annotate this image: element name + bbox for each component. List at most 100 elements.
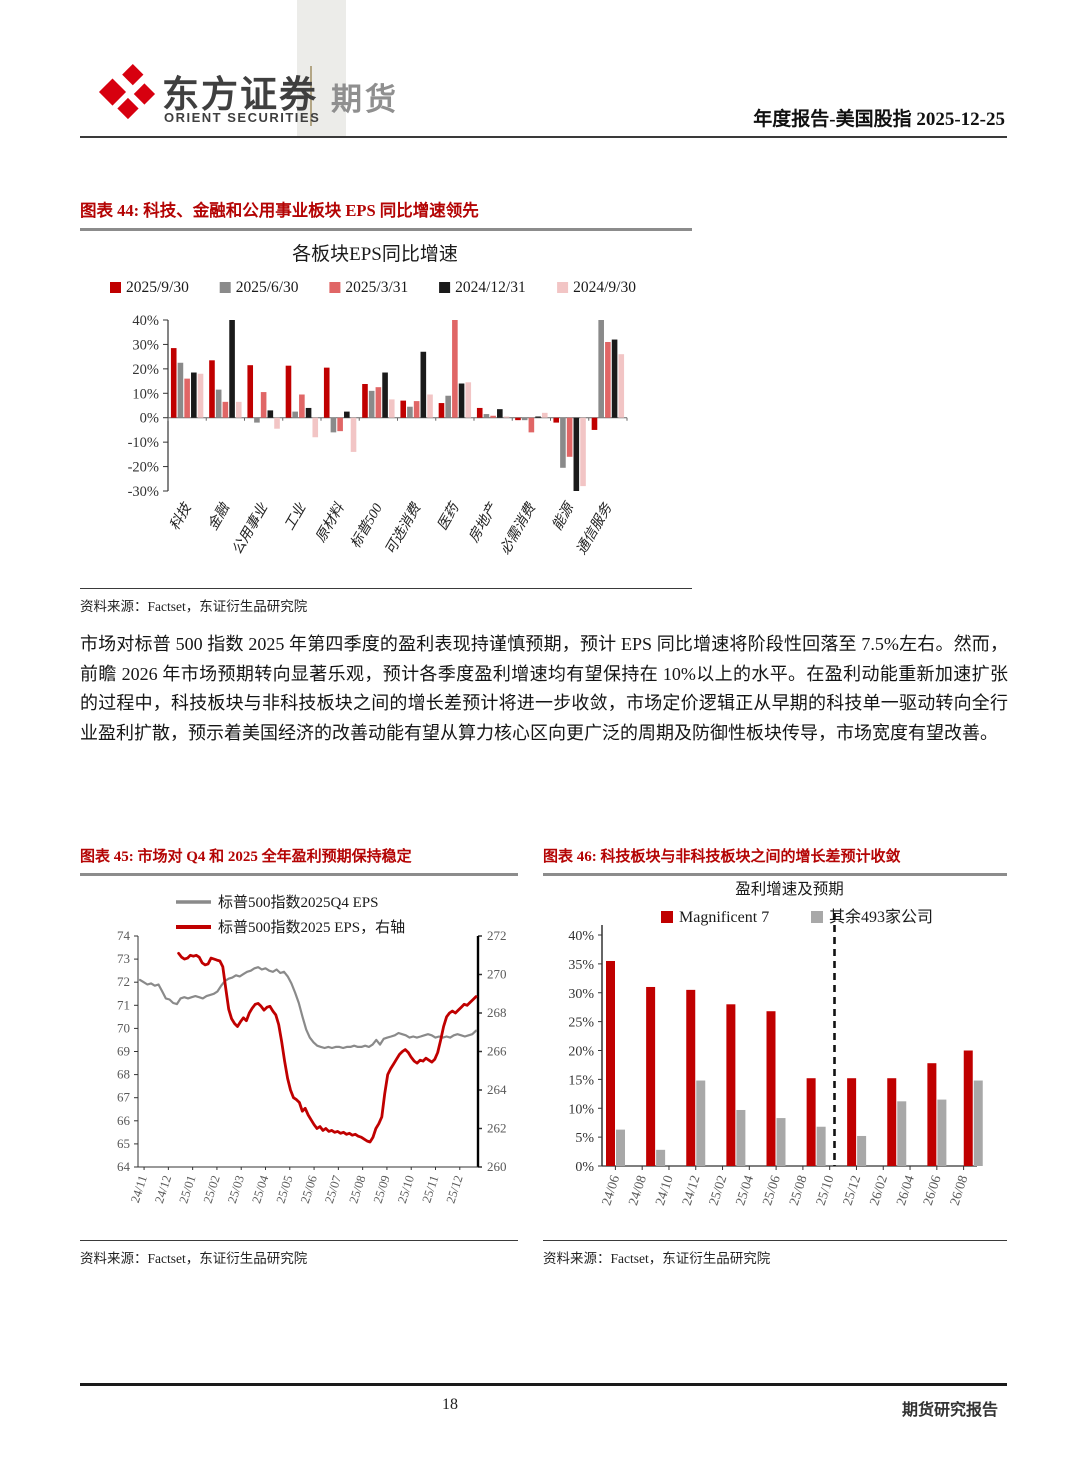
svg-text:标普500指数2025Q4 EPS: 标普500指数2025Q4 EPS	[218, 894, 378, 911]
svg-text:71: 71	[117, 997, 130, 1012]
figure44-bar-chart: 各板块EPS同比增速 2025/9/30 2025/6/30 2025/3/31 202…	[110, 243, 636, 557]
svg-text:24/12: 24/12	[152, 1174, 174, 1205]
svg-text:各板块EPS同比增速: 各板块EPS同比增速	[292, 243, 458, 265]
svg-text:公用事业: 公用事业	[229, 500, 271, 557]
svg-text:5%: 5%	[575, 1131, 594, 1146]
svg-text:20%: 20%	[132, 362, 159, 378]
orient-securities-logo-icon	[98, 64, 156, 120]
svg-text:盈利增速及预期: 盈利增速及预期	[735, 880, 844, 898]
svg-text:68: 68	[117, 1067, 130, 1082]
figure44-title: 图表 44: 科技、金融和公用事业板块 EPS 同比增速领先	[80, 197, 692, 231]
svg-text:0%: 0%	[575, 1160, 594, 1175]
svg-text:74: 74	[117, 928, 131, 943]
svg-text:25/12: 25/12	[840, 1173, 864, 1207]
svg-text:262: 262	[487, 1121, 507, 1136]
svg-text:原材料: 原材料	[313, 500, 348, 545]
svg-text:67: 67	[117, 1090, 131, 1105]
header-rule	[80, 136, 1007, 138]
svg-text:医药: 医药	[434, 499, 463, 533]
svg-text:268: 268	[487, 1005, 507, 1020]
report-type-date: 年度报告-美国股指 2025-12-25	[753, 109, 1005, 130]
svg-text:金融: 金融	[205, 499, 234, 533]
figure45-line-chart: 标普500指数2025Q4 EPS 标普500指数2025 EPS，右轴 64 65 6…	[117, 894, 507, 1205]
svg-text:25/08: 25/08	[346, 1174, 368, 1205]
svg-text:25/01: 25/01	[176, 1174, 198, 1205]
svg-text:25/10: 25/10	[395, 1174, 417, 1205]
svg-text:25/03: 25/03	[225, 1174, 247, 1205]
svg-text:24/06: 24/06	[598, 1173, 622, 1207]
svg-text:可选消费: 可选消费	[382, 500, 424, 557]
figure46-source: 资料来源：Factset，东证衍生品研究院	[543, 1240, 1007, 1267]
svg-text:24/10: 24/10	[652, 1173, 676, 1207]
svg-text:-20%: -20%	[128, 460, 159, 476]
svg-text:260: 260	[487, 1159, 507, 1174]
svg-text:70: 70	[117, 1020, 130, 1035]
footer-rule	[80, 1383, 1007, 1386]
svg-text:2024/9/30: 2024/9/30	[573, 279, 636, 296]
svg-text:272: 272	[487, 928, 507, 943]
svg-text:64: 64	[117, 1159, 131, 1174]
svg-text:2025/6/30: 2025/6/30	[236, 279, 299, 296]
body-paragraph: 市场对标普 500 指数 2025 年第四季度的盈利表现持谨慎预期，预计 EPS…	[80, 634, 1008, 743]
figure44-source: 资料来源：Factset，东证衍生品研究院	[80, 588, 692, 615]
figure46-bar-chart: 盈利增速及预期 Magnificent 7 其余493家公司 0% 5% 10% 15% 20…	[568, 880, 983, 1207]
svg-text:26/02: 26/02	[866, 1173, 890, 1207]
svg-text:26/06: 26/06	[920, 1173, 944, 1207]
svg-text:25/08: 25/08	[786, 1173, 810, 1207]
svg-text:35%: 35%	[568, 958, 594, 973]
footer-report-label: 期货研究报告	[901, 1402, 998, 1419]
svg-text:25/04: 25/04	[249, 1173, 271, 1205]
svg-text:25/09: 25/09	[371, 1174, 393, 1205]
svg-text:-10%: -10%	[128, 435, 159, 451]
svg-text:69: 69	[117, 1044, 130, 1059]
svg-text:264: 264	[487, 1082, 507, 1097]
svg-text:40%: 40%	[568, 929, 594, 944]
svg-text:10%: 10%	[568, 1102, 594, 1117]
svg-text:30%: 30%	[132, 337, 159, 353]
svg-text:66: 66	[117, 1113, 131, 1128]
svg-text:标普500指数2025 EPS，右轴: 标普500指数2025 EPS，右轴	[218, 919, 405, 936]
header-gray-band	[297, 0, 346, 137]
svg-text:270: 270	[487, 967, 507, 982]
svg-text:24/08: 24/08	[625, 1173, 649, 1207]
header-division-label: 期货	[331, 82, 399, 117]
svg-text:26/08: 26/08	[947, 1173, 971, 1207]
svg-text:2025/9/30: 2025/9/30	[126, 279, 189, 296]
svg-text:25/02: 25/02	[706, 1173, 730, 1207]
svg-text:25/02: 25/02	[201, 1174, 223, 1205]
figure46-title: 图表 46: 科技板块与非科技板块之间的增长差预计收敛	[543, 845, 1007, 876]
svg-text:15%: 15%	[568, 1073, 594, 1088]
svg-text:0%: 0%	[140, 411, 159, 427]
svg-text:25/04: 25/04	[732, 1173, 756, 1207]
svg-text:能源: 能源	[549, 498, 578, 533]
svg-text:2025/3/31: 2025/3/31	[345, 279, 408, 296]
figure45-source: 资料来源：Factset，东证衍生品研究院	[80, 1240, 518, 1267]
svg-text:房地产: 房地产	[466, 499, 502, 545]
svg-text:25%: 25%	[568, 1016, 594, 1031]
header-divider-line	[310, 66, 312, 126]
svg-text:20%: 20%	[568, 1045, 594, 1060]
svg-text:通信服务: 通信服务	[573, 500, 615, 557]
svg-text:25/06: 25/06	[298, 1174, 320, 1205]
svg-text:73: 73	[117, 951, 130, 966]
svg-text:2024/12/31: 2024/12/31	[455, 279, 526, 296]
svg-text:科技: 科技	[167, 499, 196, 533]
logo-company-name: 东方证券	[162, 74, 318, 115]
svg-text:25/06: 25/06	[759, 1173, 783, 1207]
svg-text:-30%: -30%	[128, 484, 159, 500]
svg-text:Magnificent 7: Magnificent 7	[679, 909, 769, 926]
svg-text:266: 266	[487, 1044, 507, 1059]
svg-text:72: 72	[117, 974, 130, 989]
svg-text:24/11: 24/11	[128, 1174, 150, 1205]
svg-text:30%: 30%	[568, 987, 594, 1002]
svg-text:标普500: 标普500	[347, 501, 385, 551]
svg-text:25/12: 25/12	[444, 1174, 466, 1205]
logo-company-name-en: ORIENT SECURITIES	[164, 110, 321, 125]
svg-text:25/10: 25/10	[813, 1173, 837, 1207]
page-number: 18	[442, 1396, 458, 1413]
svg-text:40%: 40%	[132, 313, 159, 329]
svg-text:65: 65	[117, 1136, 130, 1151]
svg-text:24/12: 24/12	[679, 1173, 703, 1207]
svg-text:必需消费: 必需消费	[497, 500, 539, 557]
